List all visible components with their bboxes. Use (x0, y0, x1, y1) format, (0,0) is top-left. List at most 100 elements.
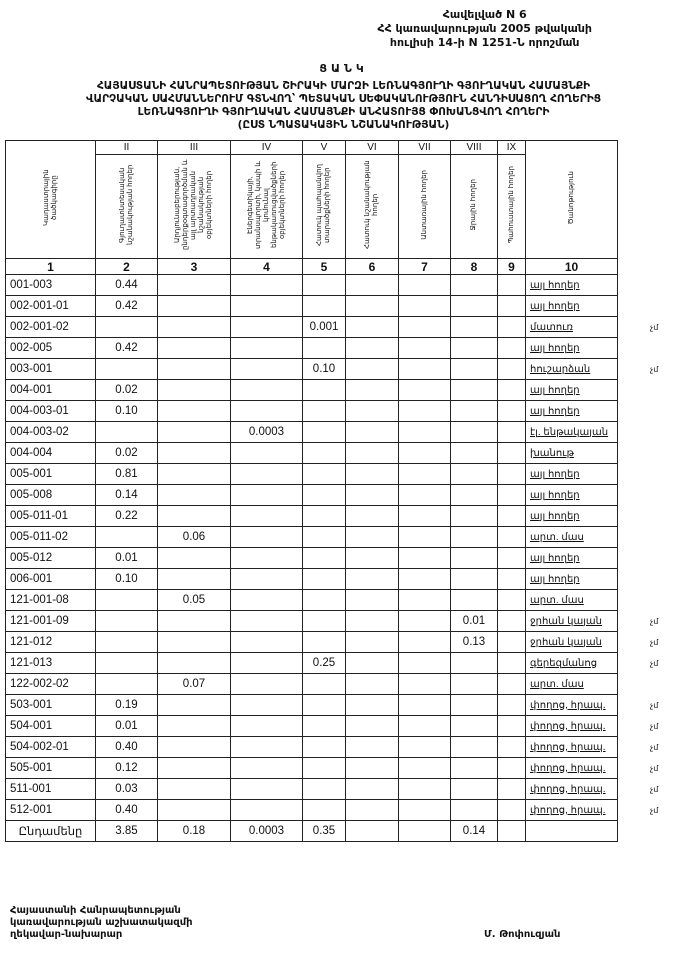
area-cell (345, 358, 399, 380)
cadastral-code: 121-012 (5, 631, 96, 653)
table-row: 512-001 0.40 փողոց, հրապ. (5, 799, 618, 821)
area-cell (450, 358, 498, 380)
note-cell: այլ հողեր (525, 505, 618, 527)
note-cell: փողոց, հրապ. (525, 715, 618, 737)
area-cell (157, 505, 231, 527)
table-row: 002-001-02 0.001 մատուռ (5, 316, 618, 338)
table-row: 005-012 0.01 այլ հողեր (5, 547, 618, 569)
area-cell (398, 379, 451, 401)
area-cell: 0.07 (157, 673, 231, 695)
area-cell (398, 547, 451, 569)
table-row: 003-001 0.10 հուշարձան (5, 358, 618, 380)
note-cell: հուշարձան (525, 358, 618, 380)
area-cell (345, 736, 399, 758)
area-cell: 0.01 (95, 547, 158, 569)
signatory-name: Մ. Թոփուզյան (484, 929, 561, 940)
area-cell (398, 274, 451, 296)
area-cell: 0.06 (157, 526, 231, 548)
area-cell (302, 589, 346, 611)
area-cell (230, 778, 303, 800)
margin-mark: չմ (650, 364, 659, 374)
column-number-row: 1 2 3 4 5 6 7 8 9 10 (5, 258, 618, 275)
area-cell: 0.05 (157, 589, 231, 611)
area-cell (345, 484, 399, 506)
area-cell (497, 589, 526, 611)
table-row: 121-001-09 0.01 ջրհան կայան (5, 610, 618, 632)
area-cell (302, 505, 346, 527)
area-cell (497, 715, 526, 737)
area-cell (497, 610, 526, 632)
margin-mark: չմ (650, 616, 659, 626)
area-cell (230, 379, 303, 401)
area-cell (302, 610, 346, 632)
column-number: 3 (157, 258, 231, 275)
area-cell (345, 505, 399, 527)
area-cell (398, 589, 451, 611)
area-cell (230, 715, 303, 737)
area-cell: 0.81 (95, 463, 158, 485)
cadastral-code: 003-001 (5, 358, 96, 380)
column-number: 9 (497, 258, 526, 275)
note-cell: արտ. մաս (525, 673, 618, 695)
total-cell (345, 820, 399, 842)
area-cell (230, 736, 303, 758)
area-cell (497, 568, 526, 590)
area-cell (497, 757, 526, 779)
area-cell: 0.01 (95, 715, 158, 737)
area-cell: 0.10 (302, 358, 346, 380)
area-cell (497, 274, 526, 296)
area-cell: 0.42 (95, 337, 158, 359)
cadastral-code: 512-001 (5, 799, 96, 821)
table-row: 005-011-02 0.06 արտ. մաս (5, 526, 618, 548)
column-header: Պահուստային հողեր (497, 154, 526, 259)
position-line: Հայաստանի Հանրապետության (10, 905, 181, 916)
area-cell: 0.0003 (230, 421, 303, 443)
note-cell: այլ հողեր (525, 337, 618, 359)
area-cell (302, 526, 346, 548)
area-cell (230, 526, 303, 548)
area-cell (157, 631, 231, 653)
area-cell: 0.13 (450, 631, 498, 653)
column-roman: V (302, 140, 346, 155)
cadastral-code: 122-002-02 (5, 673, 96, 695)
area-cell (302, 295, 346, 317)
column-header-text: Հատուկ պահպանվող տարածքների հողեր (316, 164, 331, 246)
column-number: 1 (5, 258, 96, 275)
title-line: ՀԱՅԱՍՏԱՆԻ ՀԱՆՐԱՊԵՏՈՒԹՅԱՆ ՇԻՐԱԿԻ ՄԱՐԶԻ ԼԵ… (96, 80, 591, 92)
note-cell: ջրհան կայան (525, 610, 618, 632)
table-row: 006-001 0.10 այլ հողեր (5, 568, 618, 590)
total-cell: 0.0003 (230, 820, 303, 842)
area-cell (157, 568, 231, 590)
cadastral-code: 004-003-01 (5, 400, 96, 422)
total-cell: 0.18 (157, 820, 231, 842)
area-cell (230, 694, 303, 716)
column-number: 6 (345, 258, 399, 275)
area-cell (497, 505, 526, 527)
area-cell: 0.001 (302, 316, 346, 338)
area-cell (302, 778, 346, 800)
annex-line: հուլիսի 14-ի N 1251-Ն որոշման (389, 36, 580, 49)
area-cell (398, 631, 451, 653)
area-cell (157, 379, 231, 401)
total-cell: 0.35 (302, 820, 346, 842)
area-cell: 0.14 (95, 484, 158, 506)
area-cell (302, 421, 346, 443)
table-row: 504-002-01 0.40 փողոց, հրապ. (5, 736, 618, 758)
area-cell (230, 547, 303, 569)
column-roman: VI (345, 140, 399, 155)
area-cell (157, 442, 231, 464)
area-cell (398, 316, 451, 338)
area-cell (230, 505, 303, 527)
table-row: 122-002-02 0.07 արտ. մաս (5, 673, 618, 695)
area-cell (497, 421, 526, 443)
area-cell (95, 631, 158, 653)
area-cell (95, 421, 158, 443)
area-cell (230, 631, 303, 653)
annex-line: Հավելված N 6 (442, 8, 527, 21)
area-cell (497, 316, 526, 338)
area-cell (450, 316, 498, 338)
area-cell (450, 694, 498, 716)
area-cell (230, 442, 303, 464)
column-header-text: Ջրային հողեր (470, 179, 477, 231)
area-cell (230, 589, 303, 611)
